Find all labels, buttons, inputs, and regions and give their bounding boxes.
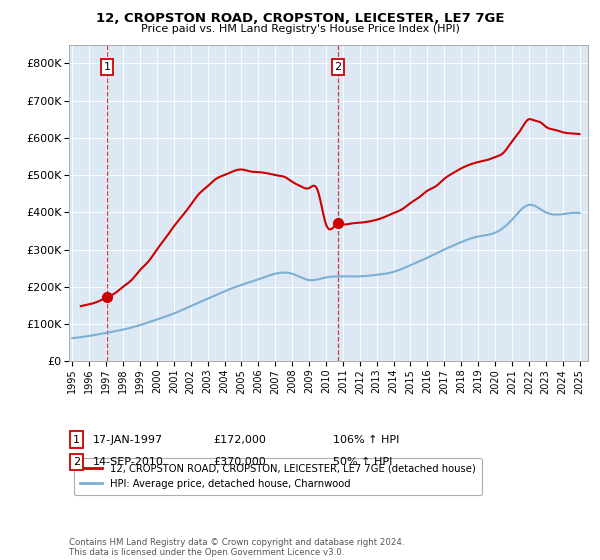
Text: 14-SEP-2010: 14-SEP-2010 bbox=[93, 457, 164, 467]
Legend: 12, CROPSTON ROAD, CROPSTON, LEICESTER, LE7 7GE (detached house), HPI: Average p: 12, CROPSTON ROAD, CROPSTON, LEICESTER, … bbox=[74, 458, 482, 495]
Text: Price paid vs. HM Land Registry's House Price Index (HPI): Price paid vs. HM Land Registry's House … bbox=[140, 24, 460, 34]
Text: £370,000: £370,000 bbox=[213, 457, 266, 467]
Text: 50% ↑ HPI: 50% ↑ HPI bbox=[333, 457, 392, 467]
Text: 17-JAN-1997: 17-JAN-1997 bbox=[93, 435, 163, 445]
Text: 106% ↑ HPI: 106% ↑ HPI bbox=[333, 435, 400, 445]
Text: 2: 2 bbox=[334, 62, 341, 72]
Text: 12, CROPSTON ROAD, CROPSTON, LEICESTER, LE7 7GE: 12, CROPSTON ROAD, CROPSTON, LEICESTER, … bbox=[96, 12, 504, 25]
Text: Contains HM Land Registry data © Crown copyright and database right 2024.
This d: Contains HM Land Registry data © Crown c… bbox=[69, 538, 404, 557]
Text: 1: 1 bbox=[103, 62, 110, 72]
Text: 2: 2 bbox=[73, 457, 80, 467]
Text: £172,000: £172,000 bbox=[213, 435, 266, 445]
Text: 1: 1 bbox=[73, 435, 80, 445]
